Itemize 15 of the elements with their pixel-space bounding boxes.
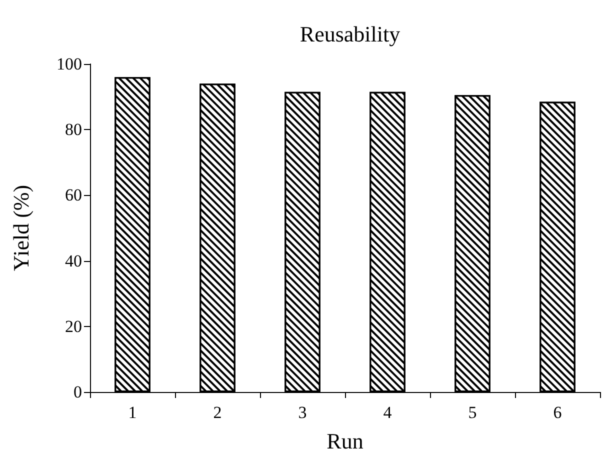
x-tick-label: 6 [553, 403, 562, 422]
y-tick-label: 80 [65, 120, 82, 140]
y-tick-label: 100 [56, 54, 82, 74]
x-tick-label: 4 [383, 403, 392, 422]
x-tick-label: 2 [213, 403, 222, 422]
x-tick-label: 1 [128, 403, 137, 422]
x-axis-title: Run [326, 428, 364, 454]
y-tick-label: 40 [65, 251, 82, 270]
chart-title: Reusability [300, 22, 400, 46]
x-tick-label: 5 [468, 403, 477, 422]
y-tick-label: 20 [65, 316, 82, 336]
y-tick-label: 0 [74, 382, 82, 402]
y-tick-label: 60 [65, 186, 82, 205]
x-tick-label: 3 [298, 403, 307, 422]
y-axis-title: Yield (%) [8, 184, 34, 272]
